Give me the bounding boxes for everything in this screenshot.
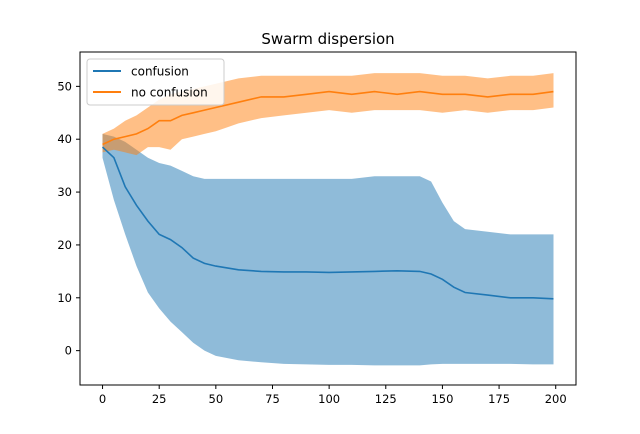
line-confusion xyxy=(101,146,554,300)
x-tick-label: 50 xyxy=(209,392,224,406)
x-tick-label: 150 xyxy=(431,392,453,406)
y-tick-label: 10 xyxy=(57,291,72,305)
line-no-confusion xyxy=(102,90,554,146)
band-confusion xyxy=(102,133,554,366)
x-tick-label: 175 xyxy=(488,392,510,406)
x-tick-label: 200 xyxy=(545,392,567,406)
chart-title: Swarm dispersion xyxy=(261,30,394,48)
legend-box xyxy=(86,58,225,106)
x-axis-ticks: 0 25 50 75 100 125 150 175 200 xyxy=(99,385,567,406)
x-tick-label: 100 xyxy=(318,392,340,406)
y-tick-label: 0 xyxy=(65,344,72,358)
x-tick-label: 75 xyxy=(265,392,280,406)
x-tick-label: 125 xyxy=(375,392,397,406)
x-tick-label: 0 xyxy=(99,392,106,406)
y-tick-label: 40 xyxy=(57,132,72,146)
plot-frame xyxy=(79,51,577,386)
confidence-bands xyxy=(102,73,554,366)
y-tick-label: 30 xyxy=(57,185,72,199)
legend-label-no-confusion: no confusion xyxy=(131,86,208,100)
x-tick-label: 25 xyxy=(152,392,167,406)
legend: confusion no confusion xyxy=(86,58,225,106)
y-tick-label: 50 xyxy=(57,79,72,93)
y-axis-ticks: 0 10 20 30 40 50 xyxy=(57,79,80,358)
series-lines xyxy=(101,90,554,300)
y-tick-label: 20 xyxy=(57,238,72,252)
legend-label-confusion: confusion xyxy=(131,65,189,79)
